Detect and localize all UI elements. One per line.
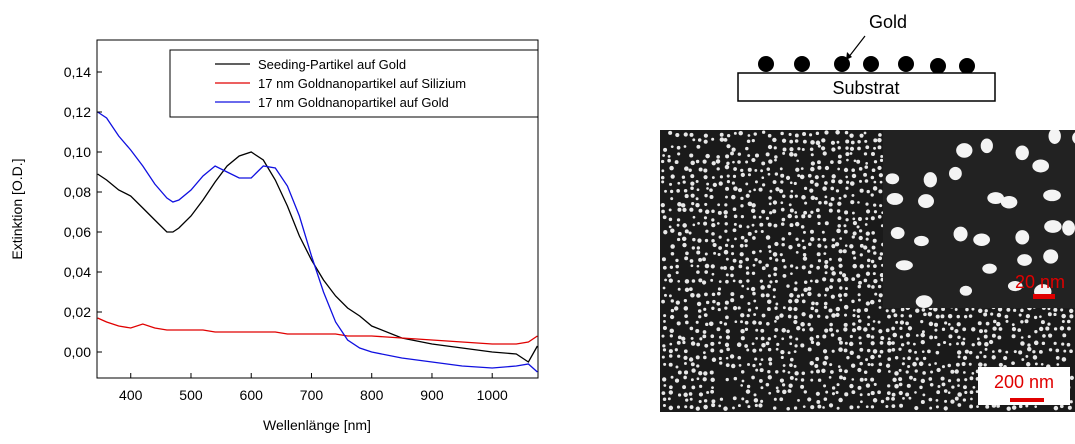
- x-tick-label: 800: [360, 387, 384, 403]
- arrow-head: [846, 52, 852, 60]
- legend-label: 17 nm Goldnanopartikel auf Gold: [258, 95, 449, 110]
- plot-frame: [96, 39, 539, 379]
- y-tick-label: 0,12: [64, 104, 91, 120]
- arrow: [847, 35, 866, 59]
- scale-bar: [1010, 398, 1044, 402]
- legend: Seeding-Partikel auf Gold 17 nm Goldnanop…: [215, 57, 466, 110]
- y-tick-label: 0,14: [64, 64, 91, 80]
- x-tick-label: 400: [119, 387, 143, 403]
- scale-label: 200 nm: [994, 372, 1054, 392]
- series-line: [97, 317, 538, 345]
- y-tick-label: 0,04: [64, 264, 91, 280]
- x-tick-label: 600: [240, 387, 264, 403]
- gold-label: Gold: [869, 12, 907, 32]
- inset-scale-label: 20 nm: [1015, 272, 1065, 292]
- inset-scale-bar: [1033, 294, 1055, 299]
- sem-inset: [883, 130, 1075, 308]
- series-line: [97, 111, 538, 373]
- particles: [758, 56, 975, 74]
- x-axis-label: Wellenlänge [nm]: [263, 417, 371, 433]
- legend-label: Seeding-Partikel auf Gold: [258, 57, 406, 72]
- legend-label: 17 nm Goldnanopartikel auf Silizium: [258, 76, 466, 91]
- x-tick-label: 1000: [477, 387, 508, 403]
- substrate-label: Substrat: [832, 78, 899, 98]
- x-tick-label: 500: [179, 387, 203, 403]
- y-tick-label: 0,10: [64, 144, 91, 160]
- y-tick-label: 0,08: [64, 184, 91, 200]
- y-axis-label: Extinktion [O.D.]: [9, 158, 25, 259]
- inset-particles: [885, 130, 1075, 308]
- series-line: [97, 151, 538, 363]
- y-tick-label: 0,02: [64, 304, 91, 320]
- y-tick-label: 0,06: [64, 224, 91, 240]
- substrate: [737, 72, 996, 102]
- x-tick-label: 900: [420, 387, 444, 403]
- y-tick-label: 0,00: [64, 344, 91, 360]
- x-tick-label: 700: [300, 387, 324, 403]
- plot-lines: [97, 111, 538, 373]
